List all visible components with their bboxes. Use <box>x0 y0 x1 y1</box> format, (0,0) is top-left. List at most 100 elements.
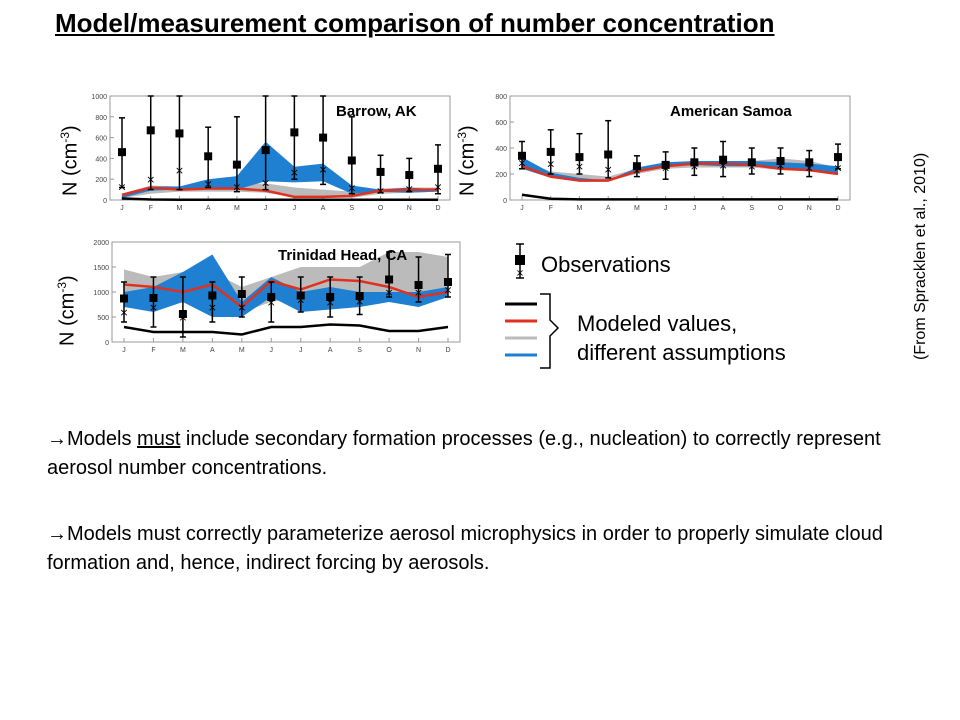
x-tick-label: J <box>693 205 697 212</box>
obs-median-marker: × <box>805 162 814 175</box>
x-tick-label: A <box>206 205 211 212</box>
obs-mean-marker <box>208 291 217 300</box>
observation-point: × <box>296 276 305 313</box>
observation-point: × <box>833 143 843 175</box>
x-tick-label: A <box>321 205 326 212</box>
obs-median-marker: × <box>604 163 613 176</box>
x-tick-label: M <box>239 347 245 354</box>
x-tick-label: M <box>177 205 183 212</box>
obs-mean-marker <box>296 291 305 300</box>
page-title: Model/measurement comparison of number c… <box>55 8 775 38</box>
obs-mean-marker <box>604 150 613 159</box>
observation-point: × <box>690 147 699 177</box>
observation-point: × <box>414 256 423 303</box>
plot-frame <box>509 95 851 201</box>
observation-point: × <box>433 144 443 195</box>
obs-mean-marker <box>834 153 842 162</box>
observation-point: × <box>747 147 756 175</box>
x-tick-label: J <box>299 347 303 354</box>
observation-point: × <box>575 132 584 175</box>
y-tick-label: 600 <box>95 136 107 143</box>
obs-mean-marker <box>347 156 356 165</box>
x-tick-label: J <box>264 205 268 212</box>
x-tick-label: F <box>549 205 553 212</box>
observation-point: × <box>517 140 527 170</box>
obs-median-marker: × <box>347 182 356 195</box>
observation-point: × <box>384 251 394 299</box>
y-tick-label: 0 <box>103 198 107 205</box>
observation-point: × <box>318 95 328 186</box>
x-tick-label: D <box>435 205 440 212</box>
x-tick-label: M <box>577 205 583 212</box>
obs-mean-marker <box>376 167 385 176</box>
red-model-line <box>121 186 438 199</box>
obs-mean-marker <box>661 160 670 169</box>
obs-median-marker: × <box>414 286 423 299</box>
legend-observations-label: Observations <box>541 252 671 277</box>
x-tick-label: A <box>721 205 726 212</box>
x-tick-label: A <box>606 205 611 212</box>
y-axis-label: N (cm-3) <box>455 125 479 196</box>
observation-point: × <box>204 126 213 190</box>
y-tick-label: 1000 <box>93 290 109 297</box>
station-title: American Samoa <box>670 103 792 120</box>
x-tick-label: S <box>357 347 362 354</box>
observation-point: × <box>443 253 453 298</box>
x-tick-label: J <box>122 347 126 354</box>
chart-trinidad-head: 0 500 1000 1500 2000 J F M A M J J A S O N D × × × × × × × × × × × ×… <box>93 240 461 354</box>
legend-symbols: × <box>505 243 537 357</box>
obs-mean-marker <box>385 275 394 284</box>
obs-mean-marker <box>805 158 814 167</box>
bullet-1: →Models must include secondary formation… <box>47 428 881 479</box>
obs-mean-marker <box>232 160 241 169</box>
obs-mean-marker <box>290 128 299 137</box>
observation-point: × <box>178 276 188 338</box>
blue-band <box>122 141 438 198</box>
obs-median-marker: × <box>747 160 756 173</box>
obs-median-marker: × <box>776 159 785 172</box>
station-title: Trinidad Head, CA <box>278 247 407 264</box>
y-tick-label: 500 <box>97 315 109 322</box>
obs-median-marker: × <box>632 164 641 177</box>
observation-point: × <box>290 95 299 180</box>
obs-mean-marker <box>405 171 414 180</box>
y-axis-label: N (cm-3) <box>55 275 79 346</box>
obs-mean-marker <box>178 310 187 318</box>
observation-point: × <box>261 95 270 191</box>
obs-median-marker: × <box>290 166 299 179</box>
x-tick-label: D <box>445 347 450 354</box>
x-tick-label: J <box>664 205 668 212</box>
obs-median-marker: × <box>296 294 305 307</box>
obs-mean-marker <box>319 133 328 142</box>
observation-point: × <box>347 116 356 195</box>
legend-brace <box>540 293 560 369</box>
x-tick-label: N <box>407 205 412 212</box>
obs-median-marker: × <box>261 176 270 189</box>
x-tick-label: O <box>378 205 384 212</box>
obs-median-marker: × <box>149 301 158 314</box>
obs-median-marker: × <box>178 311 187 324</box>
y-tick-label: 800 <box>495 94 507 101</box>
observation-point: × <box>776 147 785 175</box>
obs-median-marker: × <box>237 301 246 314</box>
obs-mean-marker <box>120 294 128 303</box>
obs-mean-marker <box>719 155 728 164</box>
observation-point: × <box>604 119 613 179</box>
x-tick-label: O <box>778 205 784 212</box>
red-model-line <box>521 162 839 182</box>
observation-point: × <box>718 140 728 178</box>
obs-median-marker: × <box>204 177 213 190</box>
obs-median-marker: × <box>355 295 364 308</box>
obs-median-marker: × <box>146 173 155 186</box>
obs-mean-marker <box>326 293 335 301</box>
plot-frame <box>109 95 451 201</box>
x-tick-label: N <box>416 347 421 354</box>
obs-median-marker: × <box>433 180 442 193</box>
x-tick-label: J <box>293 205 297 212</box>
obs-mean-marker <box>444 278 452 286</box>
obs-median-marker: × <box>208 301 217 314</box>
x-tick-label: N <box>807 205 812 212</box>
obs-median-marker: × <box>833 162 842 175</box>
obs-median-marker: × <box>318 163 327 176</box>
chart-american-samoa: 0 200 400 600 800 J F M A M J J A S O N D × × × × × × × × × × × × Ame… <box>495 94 851 212</box>
